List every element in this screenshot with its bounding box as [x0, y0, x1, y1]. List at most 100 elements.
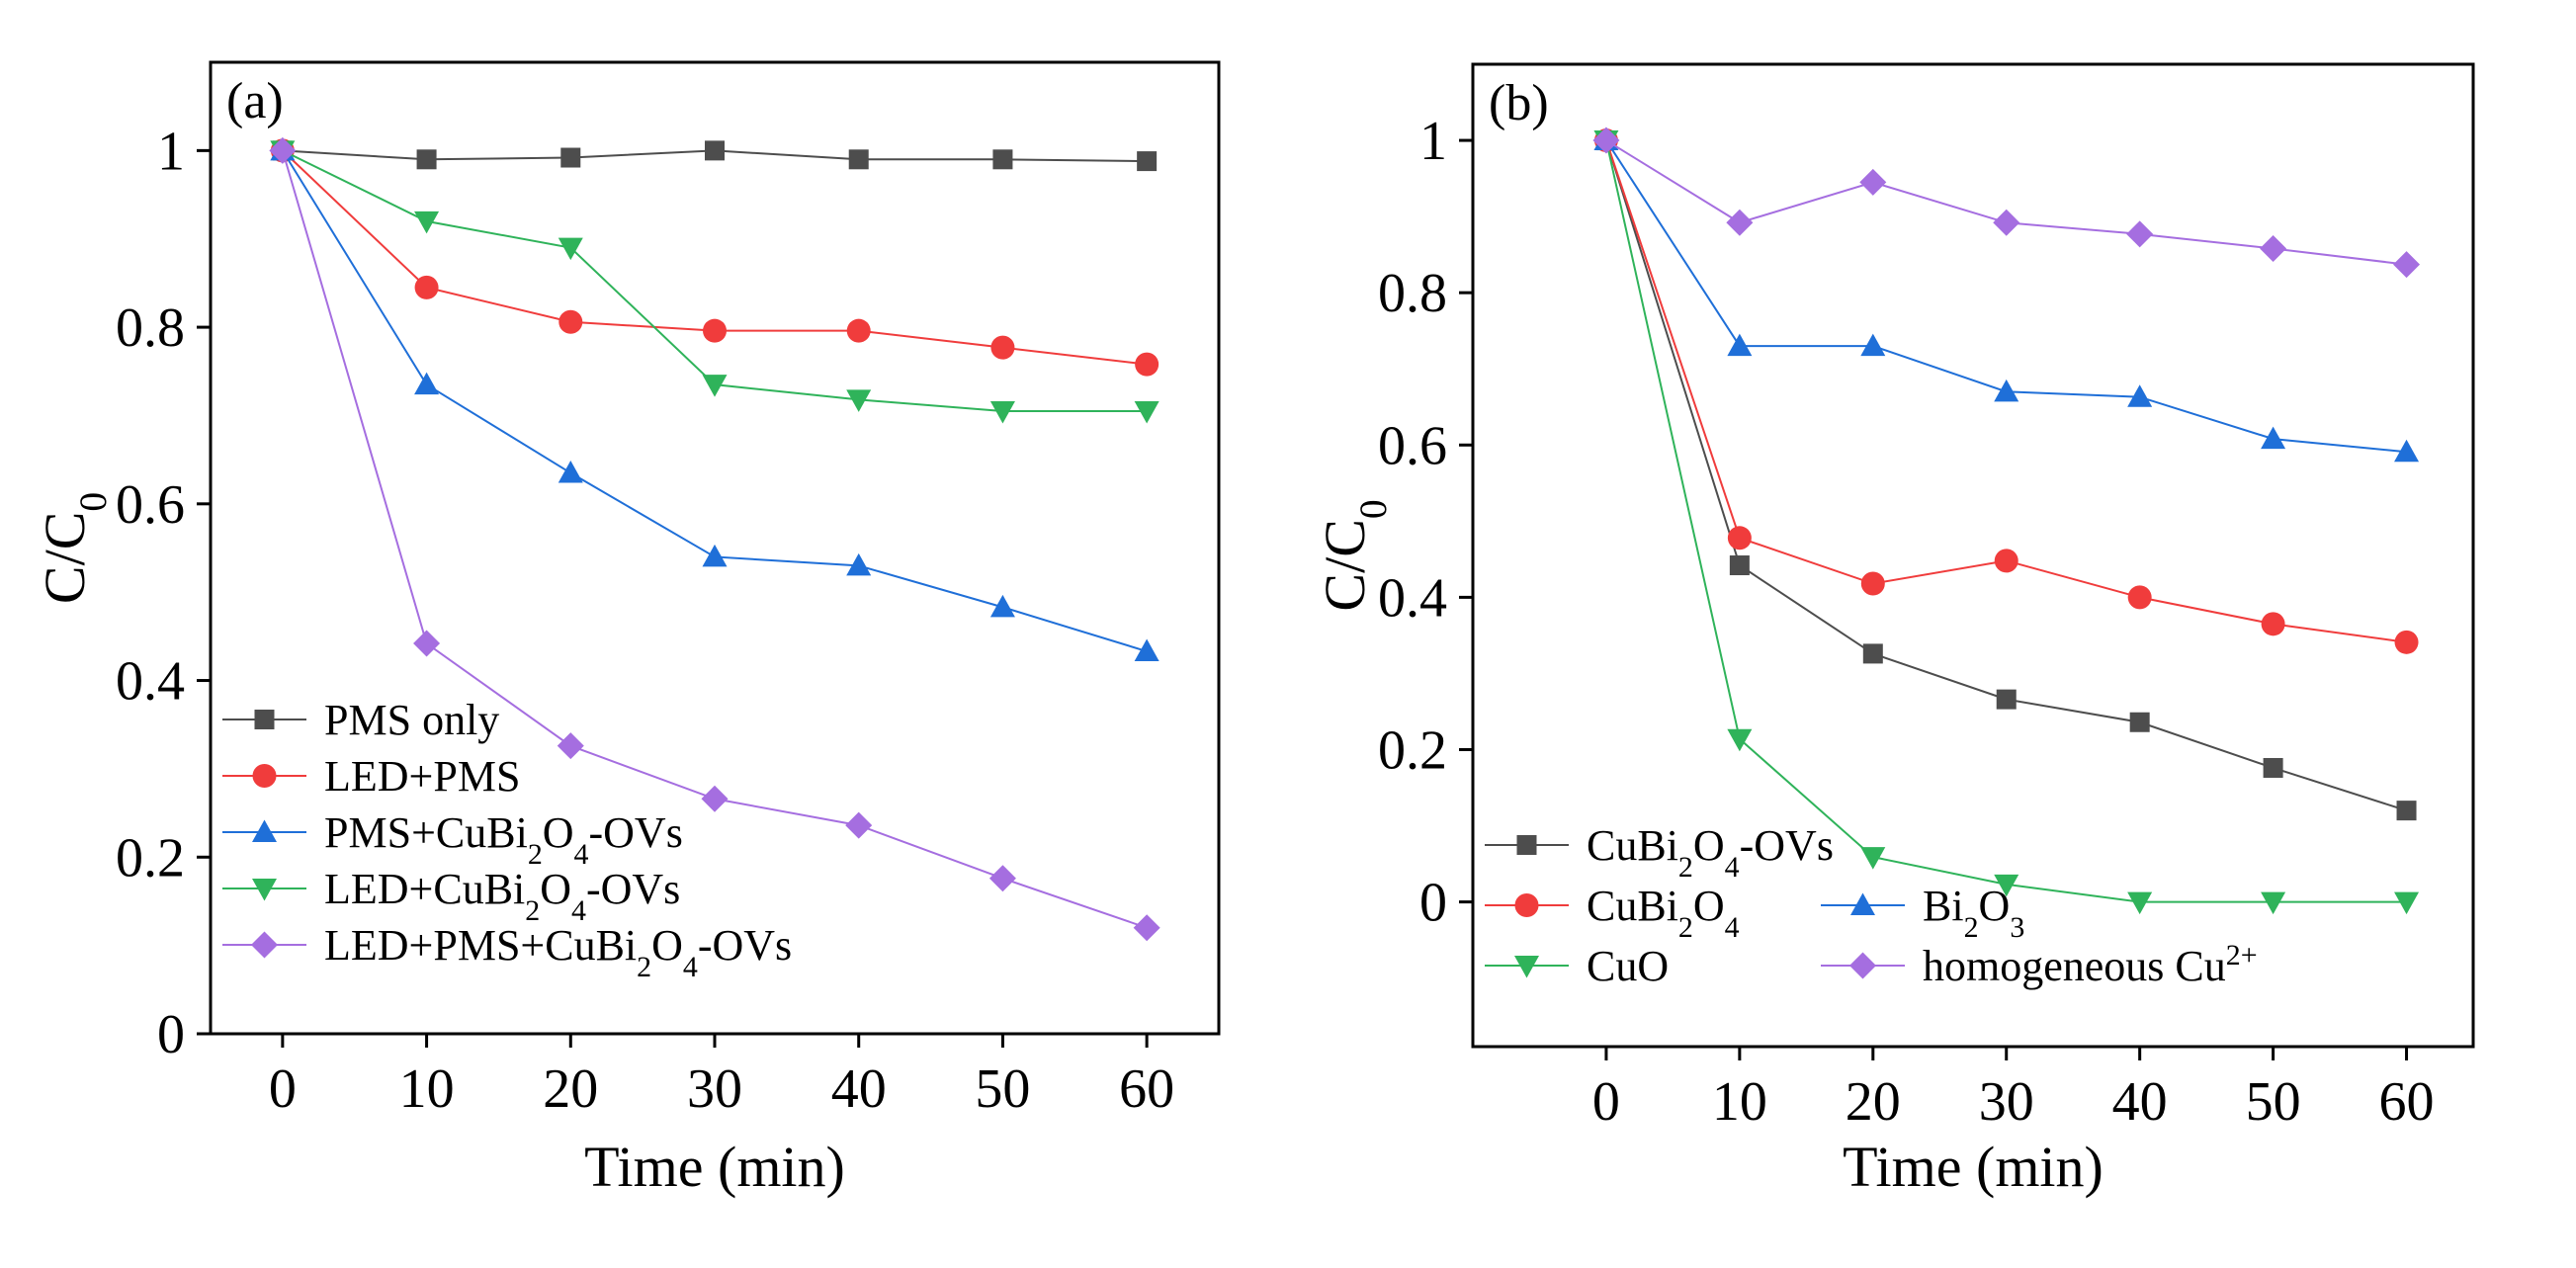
data-point — [1135, 352, 1159, 377]
data-point — [1860, 847, 1886, 870]
data-point — [1860, 571, 1885, 596]
legend-label: PMS+CuBi2O4-OVs — [324, 808, 683, 871]
legend-label: LED+CuBi2O4-OVs — [324, 865, 680, 927]
data-point — [702, 375, 728, 397]
data-point — [2127, 384, 2153, 407]
data-point — [414, 211, 440, 234]
legend-marker — [1514, 956, 1539, 978]
data-point — [846, 552, 872, 576]
series-bi2o3 — [1593, 127, 2420, 463]
data-point — [2261, 612, 2285, 636]
data-point — [701, 785, 729, 812]
legend-label: CuO — [1587, 942, 1669, 990]
data-point — [846, 389, 872, 412]
data-point — [1137, 151, 1158, 172]
x-tick-label: 10 — [399, 1058, 455, 1120]
plot-frame — [1471, 62, 2475, 1049]
x-tick-label: 10 — [1712, 1071, 1767, 1133]
data-point — [2396, 801, 2417, 821]
legend-marker — [252, 819, 277, 842]
data-point — [1727, 526, 1752, 550]
x-tick-label: 30 — [687, 1058, 742, 1120]
data-point — [1592, 127, 1620, 154]
x-tick-label: 40 — [831, 1058, 887, 1120]
data-point — [2127, 891, 2153, 915]
data-point — [992, 149, 1013, 170]
y-tick-label: 0 — [1419, 873, 1447, 934]
data-point — [2394, 439, 2420, 463]
data-point — [269, 136, 297, 164]
legend-marker — [252, 879, 277, 901]
y-axis-title: C/C0 — [1313, 499, 1395, 611]
series-line — [1605, 139, 2407, 454]
data-point — [2394, 891, 2420, 915]
data-point — [703, 318, 727, 343]
legend-marker — [1516, 835, 1537, 855]
legend-marker — [1849, 952, 1876, 979]
x-axis-title: Time (min) — [584, 1135, 845, 1199]
y-tick-label: 0.8 — [116, 297, 185, 359]
data-point — [560, 147, 581, 168]
y-tick-label: 0.2 — [1378, 719, 1447, 781]
series-pms-only — [272, 140, 1158, 172]
x-tick-label: 40 — [2112, 1071, 2168, 1133]
x-tick-label: 0 — [269, 1058, 297, 1120]
y-tick-label: 0.8 — [1378, 263, 1447, 324]
x-tick-label: 20 — [1846, 1071, 1901, 1133]
data-point — [845, 811, 873, 839]
data-point — [558, 237, 583, 261]
legend-label: PMS only — [324, 696, 499, 744]
legend-label: LED+PMS — [324, 752, 520, 801]
data-point — [990, 335, 1015, 360]
panel-a: 0 10 20 30 40 50 60 0 0.2 0.4 0.6 0.8 1 Time (min) C/C… — [33, 60, 1221, 1199]
data-point — [1727, 333, 1753, 357]
data-point — [1729, 555, 1750, 576]
data-point — [2129, 712, 2150, 732]
legend-label: Bi2O3 — [1923, 882, 2024, 944]
data-point — [1727, 728, 1753, 752]
series-pms-cubi2o4-ovs — [270, 137, 1159, 662]
data-point — [1860, 333, 1886, 357]
data-point — [2126, 220, 2154, 248]
x-tick-label: 50 — [975, 1058, 1030, 1120]
panel-label: (a) — [226, 73, 284, 129]
series-led-pms — [270, 138, 1159, 377]
data-point — [2394, 630, 2419, 654]
data-point — [414, 275, 439, 299]
legend-label: CuBi2O4-OVs — [1587, 821, 1834, 884]
legend-marker — [251, 931, 278, 959]
x-tick-label: 30 — [1979, 1071, 2034, 1133]
y-tick-label: 1 — [1419, 111, 1447, 172]
data-point — [2393, 251, 2421, 279]
legend-label: LED+PMS+CuBi2O4-OVs — [324, 921, 792, 983]
y-tick-label: 0 — [157, 1004, 185, 1065]
x-tick-label: 60 — [1119, 1058, 1174, 1120]
data-point — [1726, 209, 1754, 236]
data-point — [989, 400, 1015, 424]
series-line — [282, 149, 1148, 412]
y-tick-label: 0.6 — [116, 474, 185, 536]
series-cubi2o4 — [1593, 128, 2419, 654]
data-point — [848, 149, 869, 170]
y-tick-label: 1 — [157, 121, 185, 182]
x-tick-label: 0 — [1592, 1071, 1620, 1133]
series-led-pms-cubi2o4-ovs — [269, 136, 1160, 942]
data-point — [558, 461, 583, 483]
data-point — [988, 865, 1016, 892]
y-axis-title: C/C0 — [33, 492, 115, 604]
x-tick-label: 20 — [543, 1058, 598, 1120]
data-point — [989, 594, 1015, 618]
data-point — [1993, 209, 2020, 236]
data-point — [416, 149, 437, 170]
y-tick-label: 0.4 — [116, 651, 185, 713]
data-point — [1994, 549, 2018, 573]
y-tick-label: 0.2 — [116, 827, 185, 888]
data-point — [557, 732, 584, 760]
data-point — [1996, 689, 2017, 710]
data-point — [705, 140, 725, 161]
data-point — [2260, 234, 2287, 262]
data-point — [702, 544, 728, 567]
y-tick-label: 0.6 — [1378, 415, 1447, 476]
